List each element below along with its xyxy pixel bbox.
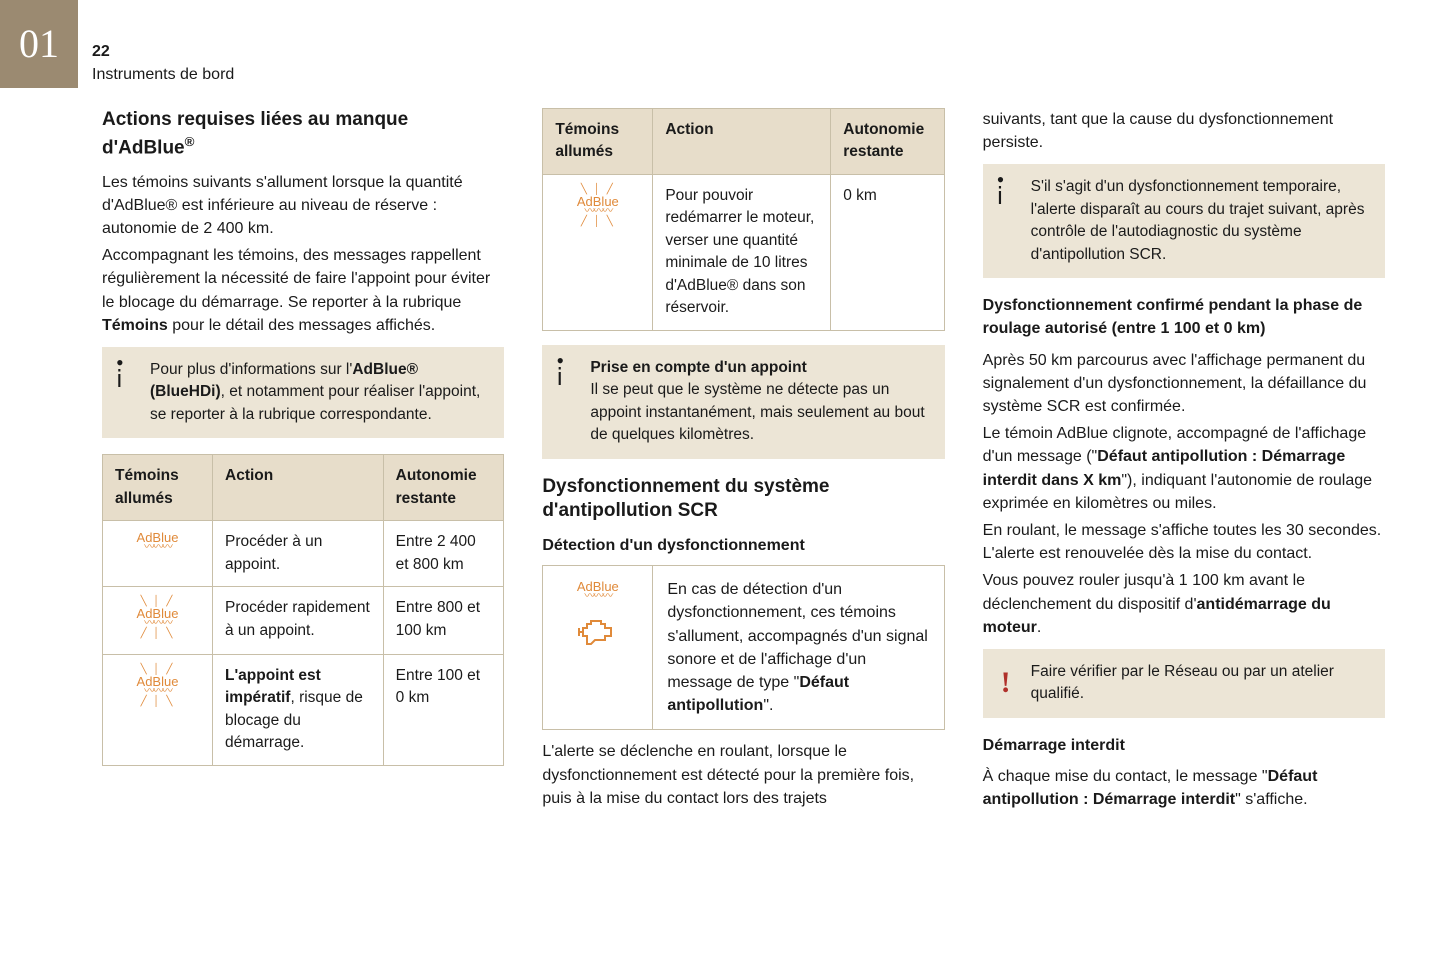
detection-icons: AdBlue 〰〰〰 (543, 566, 653, 729)
col3-note1: S'il s'agit d'un dysfonctionnement tempo… (1031, 178, 1365, 262)
col2-note-body: Il se peut que le système ne détecte pas… (590, 381, 924, 443)
col3-p5a: À chaque mise du contact, le message " (983, 768, 1268, 785)
col1-note1a: Pour plus d'informations sur l' (150, 361, 352, 378)
col3-p1: Après 50 km parcourus avec l'affichage p… (983, 349, 1385, 419)
warning-icon: ! (1001, 661, 1011, 705)
table-row: AdBlue 〰〰〰 Procéder à un appoint. Entre … (103, 521, 504, 587)
icon-cell: ╲ │ ╱ AdBlue 〰〰〰 ╱ │ ╲ (103, 587, 213, 654)
adblue-flash-icon: ╲ │ ╱ AdBlue 〰〰〰 ╱ │ ╲ (137, 597, 179, 639)
col1-p2b: Témoins (102, 317, 168, 334)
adblue-icon: AdBlue 〰〰〰 (137, 531, 179, 553)
info-icon: •ⅰ (997, 174, 1005, 203)
col1-p1: Les témoins suivants s'allument lorsque … (102, 171, 504, 241)
col3-info-note: •ⅰ S'il s'agit d'un dysfonctionnement te… (983, 164, 1385, 278)
info-icon: •ⅰ (556, 355, 564, 384)
col3-warn-text: Faire vérifier par le Réseau ou par un a… (1031, 663, 1334, 702)
adblue-flash-icon: ╲ │ ╱ AdBlue 〰〰〰 ╱ │ ╲ (137, 665, 179, 707)
icon-cell: ╲ │ ╱ AdBlue 〰〰〰 ╱ │ ╲ (103, 654, 213, 765)
col2-note-title: Prise en compte d'un appoint (590, 359, 806, 376)
section-name: Instruments de bord (92, 63, 234, 86)
column-2: Témoins allumés Action Autonomie restant… (542, 108, 944, 815)
col1-r3c2: L'appoint est impératif, risque de bloca… (213, 654, 384, 765)
col3-p4c: . (1037, 619, 1041, 636)
col3-p3: En roulant, le message s'affiche toutes … (983, 519, 1385, 565)
col2-detect-c: ". (763, 697, 773, 714)
col1-p2: Accompagnant les témoins, des messages r… (102, 244, 504, 337)
col1-th2: Action (213, 455, 384, 521)
col2-detect-a: En cas de détection d'un dysfonctionneme… (667, 581, 927, 691)
col2-th2: Action (653, 109, 831, 175)
col1-title-sup: ® (185, 134, 195, 149)
col1-r3c3: Entre 100 et 0 km (383, 654, 504, 765)
page-number: 22 (92, 40, 234, 63)
col2-th3: Autonomie restante (831, 109, 944, 175)
col3-p0: suivants, tant que la cause du dysfoncti… (983, 108, 1385, 154)
col2-th1: Témoins allumés (543, 109, 653, 175)
col2-h4: Détection d'un dysfonctionnement (542, 534, 944, 557)
col2-h3: Dysfonctionnement du système d'antipollu… (542, 475, 944, 524)
table-row: ╲ │ ╱ AdBlue 〰〰〰 ╱ │ ╲ Pour pouvoir redé… (543, 174, 944, 330)
col1-th1: Témoins allumés (103, 455, 213, 521)
col2-r1c3: 0 km (831, 174, 944, 330)
col2-table: Témoins allumés Action Autonomie restant… (542, 108, 944, 331)
col1-r2c2: Procéder rapidement à un appoint. (213, 587, 384, 654)
col1-title: Actions requises liées au manque d'AdBlu… (102, 108, 504, 161)
rays-icon: ╱ │ ╲ (137, 697, 179, 707)
col1-table: Témoins allumés Action Autonomie restant… (102, 454, 504, 765)
col1-r1c3: Entre 2 400 et 800 km (383, 521, 504, 587)
table-row: ╲ │ ╱ AdBlue 〰〰〰 ╱ │ ╲ Procéder rapideme… (103, 587, 504, 654)
col1-info-note: •ⅰ Pour plus d'informations sur l'AdBlue… (102, 347, 504, 438)
detection-text: En cas de détection d'un dysfonctionneme… (653, 566, 943, 729)
icon-cell: ╲ │ ╱ AdBlue 〰〰〰 ╱ │ ╲ (543, 174, 653, 330)
icon-cell: AdBlue 〰〰〰 (103, 521, 213, 587)
col1-p2a: Accompagnant les témoins, des messages r… (102, 247, 490, 310)
col2-r1c2: Pour pouvoir redémarrer le moteur, verse… (653, 174, 831, 330)
detection-box: AdBlue 〰〰〰 En cas de détection d'un dysf… (542, 565, 944, 730)
col1-th3: Autonomie restante (383, 455, 504, 521)
col1-p2c: pour le détail des messages affichés. (168, 317, 435, 334)
col1-r1c2: Procéder à un appoint. (213, 521, 384, 587)
rays-icon: ╱ │ ╲ (137, 629, 179, 639)
adblue-flash-icon: ╲ │ ╱ AdBlue 〰〰〰 ╱ │ ╲ (577, 185, 619, 227)
col3-warn-note: ! Faire vérifier par le Réseau ou par un… (983, 649, 1385, 718)
column-1: Actions requises liées au manque d'AdBlu… (102, 108, 504, 815)
info-icon: •ⅰ (116, 357, 124, 386)
col2-info-note: •ⅰ Prise en compte d'un appoint Il se pe… (542, 345, 944, 459)
engine-icon (577, 614, 619, 655)
col2-p-end: L'alerte se déclenche en roulant, lorsqu… (542, 740, 944, 810)
col1-title-text: Actions requises liées au manque d'AdBlu… (102, 109, 408, 158)
col3-p2: Le témoin AdBlue clignote, accompagné de… (983, 422, 1385, 515)
chapter-badge: 01 (0, 0, 78, 88)
col3-p5c: " s'affiche. (1235, 791, 1307, 808)
col3-h4b: Démarrage interdit (983, 734, 1385, 757)
col1-r2c3: Entre 800 et 100 km (383, 587, 504, 654)
rays-icon: ╱ │ ╲ (577, 217, 619, 227)
column-3: suivants, tant que la cause du dysfoncti… (983, 108, 1385, 815)
col3-p4: Vous pouvez rouler jusqu'à 1 100 km avan… (983, 569, 1385, 639)
col3-h4a: Dysfonctionnement confirmé pendant la ph… (983, 294, 1385, 340)
col3-p5: À chaque mise du contact, le message "Dé… (983, 765, 1385, 811)
page-header: 22 Instruments de bord (92, 40, 234, 86)
table-row: ╲ │ ╱ AdBlue 〰〰〰 ╱ │ ╲ L'appoint est imp… (103, 654, 504, 765)
adblue-icon: AdBlue 〰〰〰 (577, 580, 619, 602)
